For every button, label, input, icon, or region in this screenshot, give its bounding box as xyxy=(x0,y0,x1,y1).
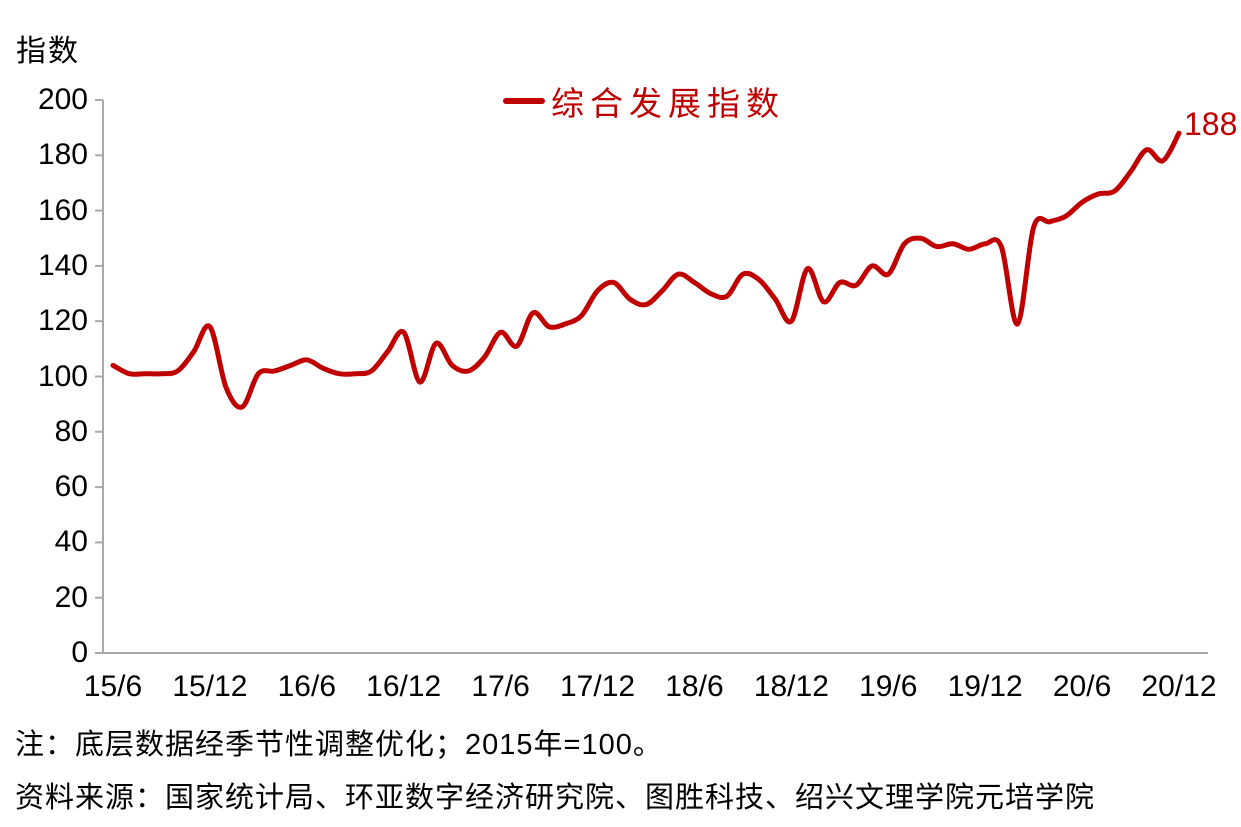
footnote: 注：底层数据经季节性调整优化；2015年=100。 xyxy=(15,729,663,761)
y-tick-label: 200 xyxy=(37,83,88,116)
x-tick-label: 17/12 xyxy=(559,670,636,703)
legend: 综合发展指数 xyxy=(503,84,785,122)
x-tick-label: 15/6 xyxy=(83,670,143,703)
x-tick-label: 18/6 xyxy=(665,670,724,703)
x-tick-label: 16/12 xyxy=(366,670,442,703)
legend-line-swatch-icon xyxy=(503,98,545,104)
series-end-value-label: 188 xyxy=(1184,106,1238,142)
x-tick-label: 16/6 xyxy=(277,670,336,703)
y-tick-label: 180 xyxy=(37,138,88,172)
y-tick-label: 120 xyxy=(37,304,88,338)
x-tick-label: 20/6 xyxy=(1052,670,1112,703)
legend-series-label: 综合发展指数 xyxy=(551,85,785,122)
y-tick-label: 100 xyxy=(37,359,88,393)
y-tick-label: 20 xyxy=(54,580,88,614)
x-tick-label: 19/12 xyxy=(947,670,1023,703)
x-tick-label: 15/12 xyxy=(172,670,248,703)
data-source-line: 资料来源：国家统计局、环亚数字经济研究院、图胜科技、绍兴文理学院元培学院 xyxy=(15,782,1096,814)
y-axis-unit-label: 指数 xyxy=(16,35,80,68)
series-line xyxy=(110,130,1182,410)
x-tick-label: 19/6 xyxy=(859,670,918,703)
y-tick-label: 160 xyxy=(37,193,88,227)
y-tick-label: 0 xyxy=(71,636,88,669)
x-tick-label: 17/6 xyxy=(471,670,530,703)
y-tick-label: 140 xyxy=(37,248,88,282)
y-tick-label: 60 xyxy=(54,470,88,504)
y-tick-label: 40 xyxy=(54,525,88,559)
y-tick-label: 80 xyxy=(54,414,88,448)
x-tick-label: 20/12 xyxy=(1141,670,1217,703)
x-tick-label: 18/12 xyxy=(753,670,829,703)
